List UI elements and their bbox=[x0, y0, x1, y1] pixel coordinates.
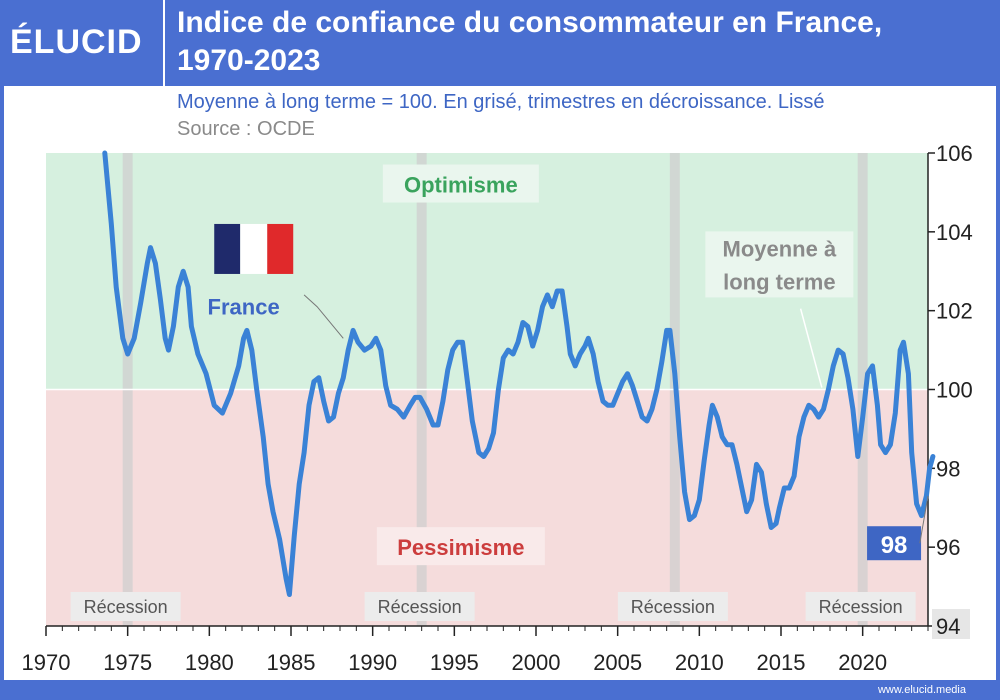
recession-label-bg bbox=[805, 592, 916, 621]
series-line-france bbox=[102, 150, 936, 597]
x-tick-label: 2000 bbox=[512, 650, 561, 675]
mean-annotation-bg bbox=[705, 231, 854, 298]
footer-url: www.elucid.media bbox=[877, 684, 966, 696]
recession-label-bg bbox=[617, 592, 728, 621]
flag-blue-stripe bbox=[214, 223, 241, 274]
recession-label-bg bbox=[70, 592, 181, 621]
header: ÉLUCID Indice de confiance du consommate… bbox=[0, 0, 1000, 86]
recession-labels: Récession Récession Récession Récession bbox=[70, 592, 916, 621]
optimism-label: Optimisme bbox=[404, 173, 518, 198]
x-tick-label: 1985 bbox=[267, 650, 316, 675]
optimism-label-bg bbox=[382, 164, 539, 203]
x-tick-label: 2020 bbox=[838, 650, 887, 675]
x-tick-label: 1970 bbox=[22, 650, 71, 675]
flag-white-stripe bbox=[240, 223, 268, 274]
y-tick-label-bg bbox=[932, 609, 970, 639]
x-tick-label: 2010 bbox=[675, 650, 724, 675]
pessimism-zone bbox=[46, 389, 928, 626]
last-value-label: 98 bbox=[881, 532, 908, 559]
y-tick-label: 104 bbox=[936, 220, 973, 245]
brand-logo: ÉLUCID bbox=[10, 23, 143, 61]
y-tick-label: 96 bbox=[936, 535, 960, 560]
mean-annotation-line1: Moyenne à bbox=[723, 236, 837, 261]
y-tick-label: 106 bbox=[936, 141, 973, 166]
zone-labels: Optimisme Pessimisme bbox=[376, 164, 545, 566]
x-tick-label: 2015 bbox=[757, 650, 806, 675]
mean-annotation: Moyenne à long terme bbox=[705, 231, 854, 388]
x-tick-label: 1980 bbox=[185, 650, 234, 675]
flag-red-stripe bbox=[267, 223, 294, 274]
france-flag-icon bbox=[214, 223, 294, 274]
mean-annotation-line2: long terme bbox=[723, 269, 835, 294]
series-label-leader bbox=[303, 294, 344, 339]
x-tick-label: 1995 bbox=[430, 650, 479, 675]
last-value-callout: 98 bbox=[867, 495, 929, 561]
chart-title-line2: 1970-2023 bbox=[177, 44, 321, 77]
pessimism-label-bg bbox=[376, 527, 545, 566]
pessimism-label: Pessimisme bbox=[397, 535, 524, 560]
y-tick-label: 100 bbox=[936, 378, 973, 403]
x-tick-label: 1975 bbox=[103, 650, 152, 675]
recession-label: Récession bbox=[84, 597, 168, 617]
chart-subtitle: Moyenne à long terme = 100. En grisé, tr… bbox=[177, 91, 825, 113]
recession-label-bg bbox=[364, 592, 475, 621]
y-tick-label: 102 bbox=[936, 299, 973, 324]
x-tick-label: 1990 bbox=[348, 650, 397, 675]
chart-source: Source : OCDE bbox=[177, 118, 315, 140]
last-value-leader bbox=[919, 495, 929, 544]
chart-title: Indice de confiance du consommateur en F… bbox=[177, 4, 992, 80]
series-label-france: France bbox=[208, 295, 280, 320]
x-tick-label: 2005 bbox=[593, 650, 642, 675]
mean-annotation-leader bbox=[799, 308, 823, 388]
header-divider bbox=[163, 0, 165, 86]
axes: 1970 1975 1980 1985 1990 1995 2000 2005 2010 2015… bbox=[22, 141, 973, 675]
recession-label: Récession bbox=[819, 597, 903, 617]
recession-label: Récession bbox=[631, 597, 715, 617]
y-tick-label: 98 bbox=[936, 456, 960, 481]
y-tick-label: 94 bbox=[936, 614, 960, 639]
recession-label: Récession bbox=[378, 597, 462, 617]
chart-title-line1: Indice de confiance du consommateur en F… bbox=[177, 6, 883, 39]
last-value-badge bbox=[867, 526, 922, 561]
